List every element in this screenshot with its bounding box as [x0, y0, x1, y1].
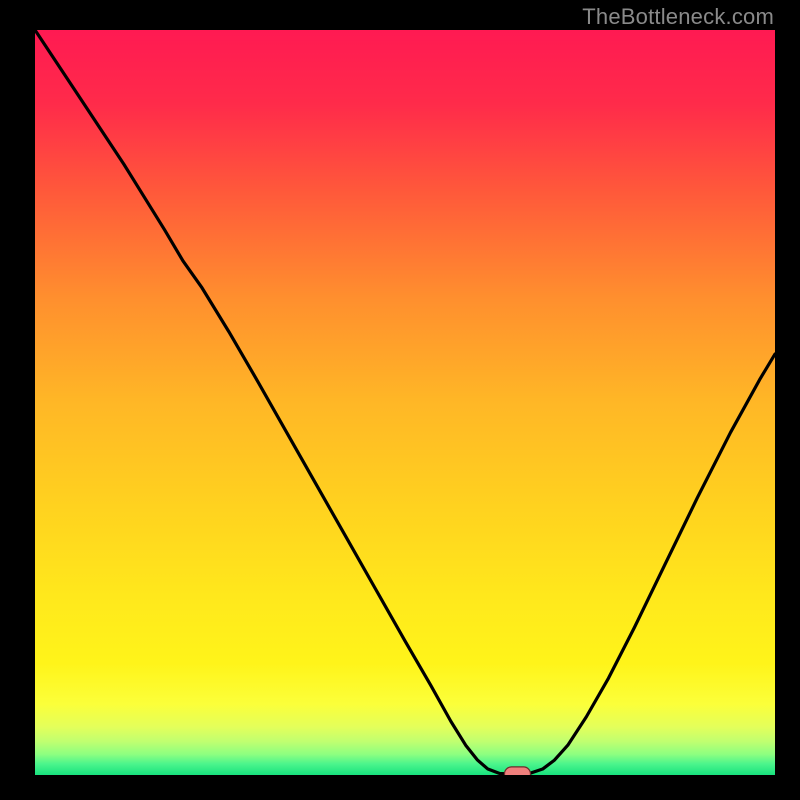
chart-frame: TheBottleneck.com — [0, 0, 800, 800]
watermark-text: TheBottleneck.com — [582, 4, 774, 30]
bottleneck-chart — [35, 30, 775, 775]
gradient-background — [35, 30, 775, 775]
plot-area — [35, 30, 775, 775]
optimal-point-marker — [504, 767, 530, 775]
